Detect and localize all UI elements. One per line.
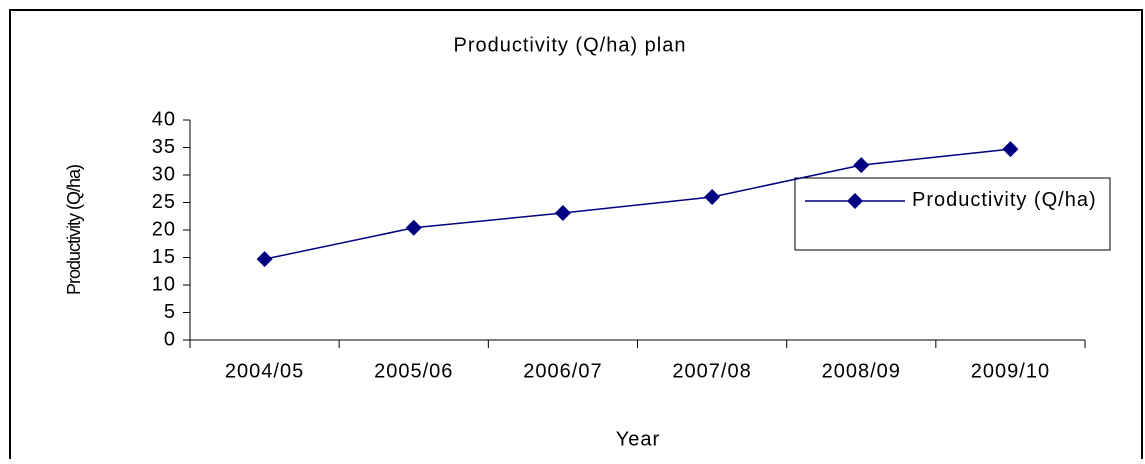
x-tick-label: 2009/10 (971, 360, 1050, 382)
y-tick-label: 40 (152, 108, 176, 130)
y-axis-label: Productivity (Q/ha) (64, 165, 84, 295)
x-tick-label: 2006/07 (523, 360, 602, 382)
series-line (264, 148, 1011, 260)
data-point (405, 219, 422, 236)
x-tick-label: 2007/08 (672, 360, 751, 382)
data-point (853, 157, 870, 174)
legend-box (794, 177, 1111, 251)
y-tick-label: 0 (164, 328, 176, 350)
data-point (256, 251, 273, 268)
y-tick-label: 10 (152, 273, 176, 295)
y-tick-label: 35 (152, 136, 176, 158)
y-tick-label: 30 (152, 163, 176, 185)
y-tick-label: 20 (152, 218, 176, 240)
chart-title: Productivity (Q/ha) plan (454, 34, 687, 56)
x-tick-label: 2005/06 (374, 360, 453, 382)
x-tick-label: 2004/05 (225, 360, 304, 382)
x-tick-label: 2008/09 (822, 360, 901, 382)
x-axis-label: Year (616, 428, 660, 450)
data-point (1002, 141, 1019, 158)
y-tick-label: 15 (152, 246, 176, 268)
legend-marker (847, 193, 863, 209)
legend-label: Productivity (Q/ha) (912, 189, 1097, 211)
data-point (704, 189, 721, 205)
data-point (554, 204, 571, 221)
y-tick-label: 5 (164, 301, 176, 323)
y-tick-label: 25 (152, 191, 176, 213)
